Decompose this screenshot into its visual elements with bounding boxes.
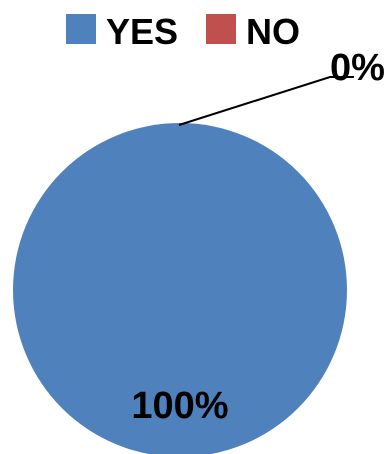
legend-swatch-no xyxy=(206,14,236,44)
legend-swatch-yes xyxy=(66,14,96,44)
pie-slices xyxy=(13,123,347,454)
data-label-yes: 100% xyxy=(131,385,228,427)
legend-label-yes: YES xyxy=(106,11,178,52)
data-label-no: 0% xyxy=(330,47,385,89)
pie-slice-yes xyxy=(13,123,347,454)
legend-label-no: NO xyxy=(246,11,300,52)
legend: YES NO xyxy=(66,11,300,52)
leader-line-no xyxy=(178,76,354,126)
